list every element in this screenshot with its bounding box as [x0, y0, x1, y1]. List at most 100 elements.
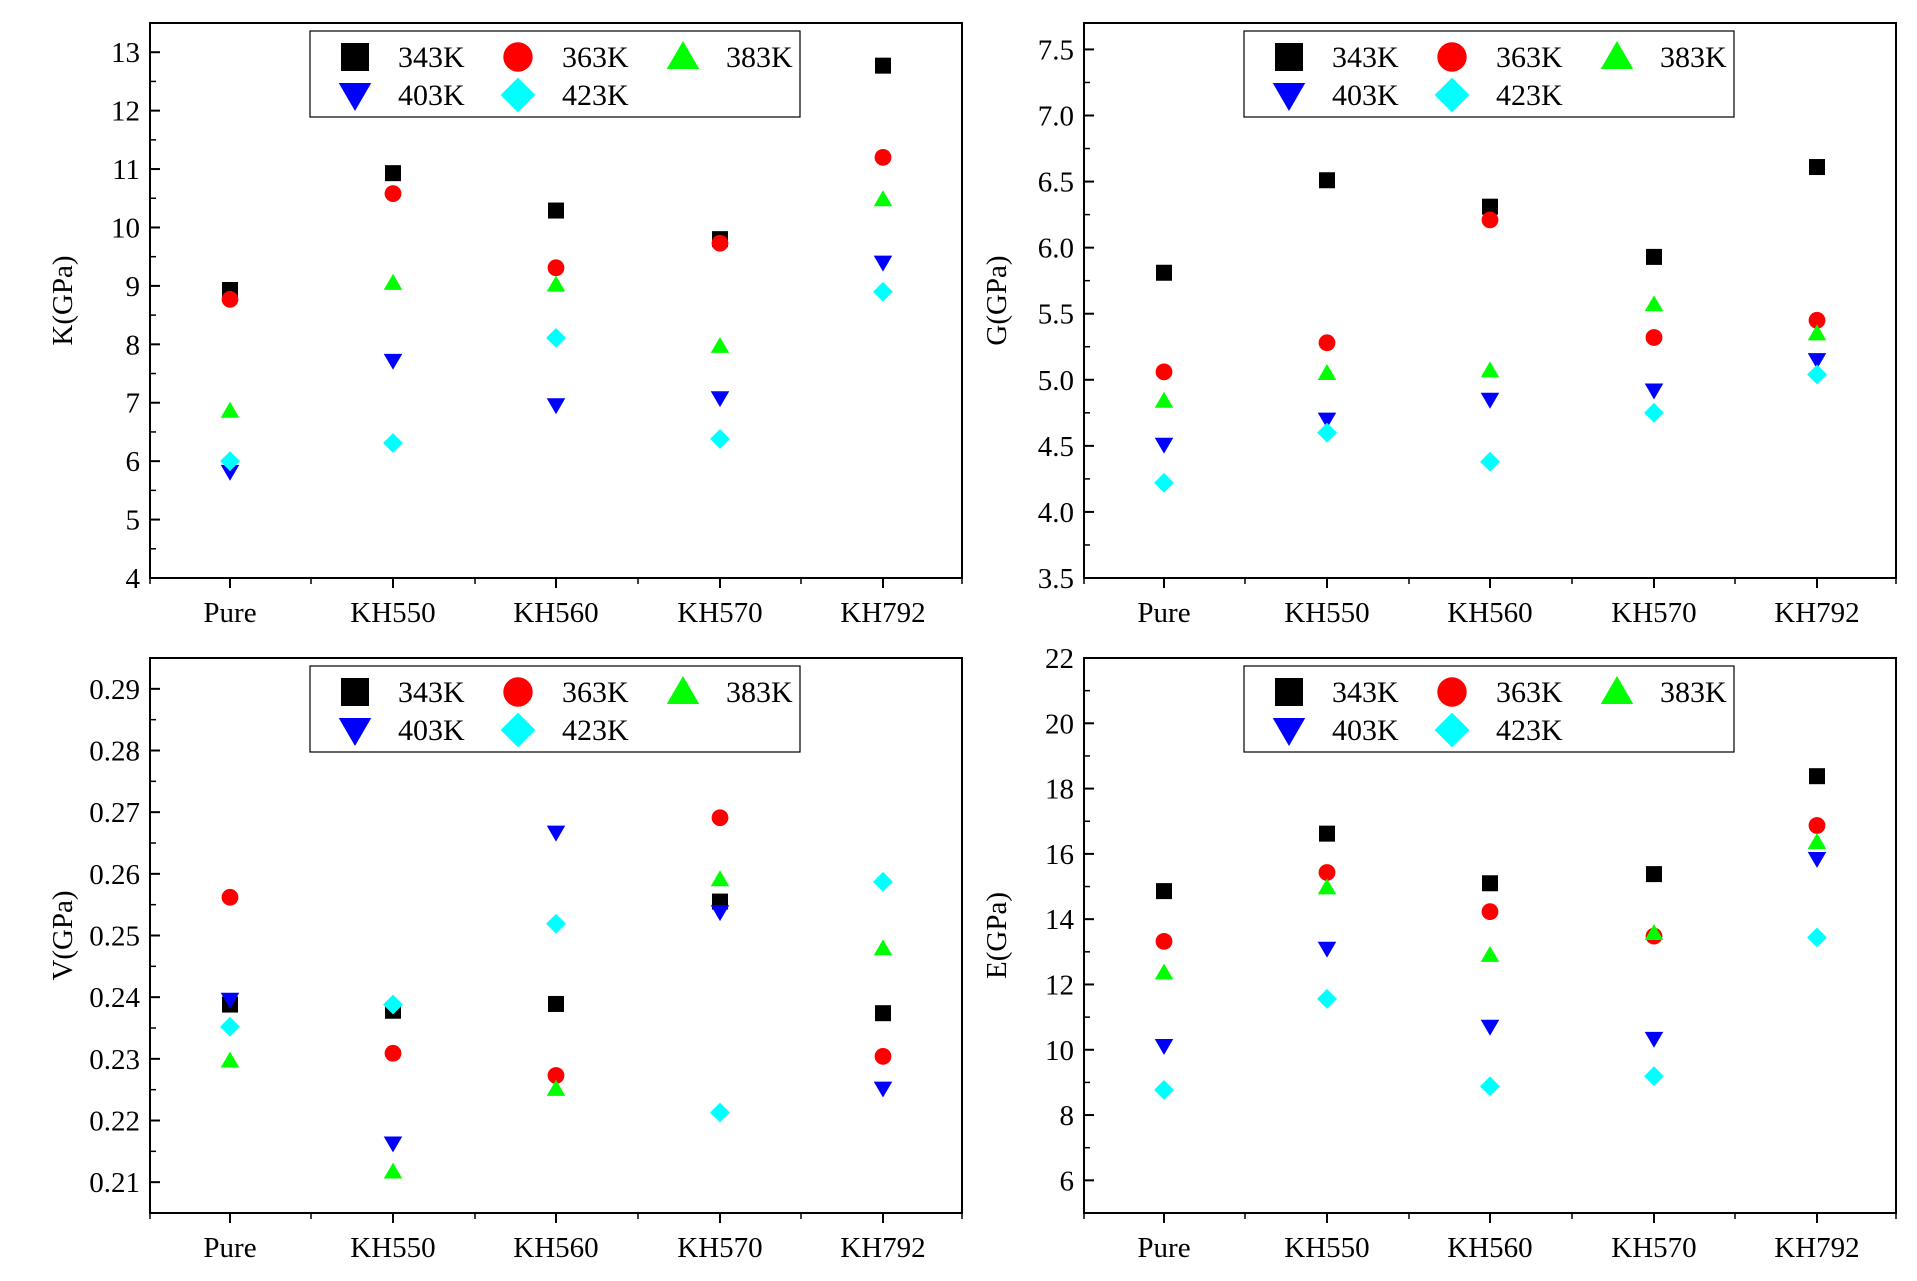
data-point-343K — [548, 202, 564, 219]
data-point-403K — [220, 992, 240, 1009]
data-point-383K — [383, 273, 403, 290]
y-tick-label: 13 — [111, 37, 140, 69]
y-tick-label: 0.26 — [89, 859, 140, 891]
data-point-363K — [1808, 311, 1826, 329]
legend-marker-383K — [1600, 41, 1634, 69]
data-point-363K — [1155, 363, 1173, 381]
data-point-363K — [711, 234, 729, 252]
legend-label: 363K — [562, 41, 629, 74]
y-tick-label: 7.0 — [1038, 101, 1074, 133]
legend-marker-423K — [500, 712, 536, 748]
data-point-363K — [547, 1067, 565, 1084]
data-point-423K — [1480, 1076, 1500, 1097]
y-tick-label: 12 — [111, 96, 140, 128]
y-tick-label: 9 — [126, 271, 141, 303]
legend-label: 403K — [398, 714, 465, 747]
y-tick-label: 6 — [126, 446, 141, 478]
chart-panel-1: 4 5 6 7 8 9 10 11 12 13 Pure KH550 KH560 KH570 KH792 K(… — [47, 22, 963, 629]
legend-box — [309, 665, 801, 753]
data-point-403K — [1154, 437, 1174, 454]
data-point-423K — [710, 429, 730, 449]
data-point-383K — [1480, 945, 1500, 962]
legend: 343K 363K 383K 403K 423K — [309, 30, 801, 118]
y-tick-label: 14 — [1045, 904, 1075, 936]
legend-box — [1243, 30, 1735, 118]
y-tick-label: 6 — [1060, 1165, 1075, 1197]
y-tick-label: 0.22 — [89, 1106, 140, 1138]
y-axis-title: V(GPa) — [47, 890, 79, 980]
y-tick-label: 0.21 — [89, 1167, 140, 1199]
y-tick-label: 7 — [126, 388, 141, 420]
y-tick-label: 0.24 — [89, 982, 140, 1014]
y-tick-label: 0.28 — [89, 736, 140, 768]
data-point-403K — [1480, 1019, 1500, 1036]
x-category-label: KH560 — [513, 597, 598, 629]
legend-marker-363K — [1437, 677, 1467, 707]
data-point-423K — [383, 994, 403, 1015]
data-point-403K — [383, 1136, 403, 1153]
legend-label: 423K — [1496, 714, 1563, 747]
data-point-423K — [1480, 451, 1500, 472]
x-category-label: KH792 — [840, 1232, 925, 1264]
y-tick-label: 0.27 — [89, 797, 140, 829]
data-point-343K — [1482, 198, 1498, 215]
data-point-383K — [1154, 391, 1174, 408]
x-category-label: Pure — [203, 1232, 256, 1264]
legend-marker-423K — [1434, 712, 1470, 748]
y-tick-label: 0.29 — [89, 674, 140, 706]
data-point-423K — [873, 871, 893, 892]
data-point-343K — [1482, 875, 1498, 892]
y-axis-title: K(GPa) — [47, 255, 79, 345]
y-tick-label: 10 — [1045, 1035, 1074, 1067]
data-point-343K — [875, 1005, 891, 1022]
data-point-403K — [1807, 851, 1827, 868]
legend-marker-403K — [338, 718, 372, 746]
data-point-403K — [1317, 941, 1337, 958]
legend-label: 343K — [1332, 41, 1399, 74]
y-axis-title: E(GPa) — [981, 892, 1013, 979]
legend-marker-363K — [1437, 42, 1467, 72]
x-category-label: KH550 — [350, 1232, 435, 1264]
legend-marker-363K — [503, 677, 533, 707]
data-point-403K — [1154, 1039, 1174, 1055]
y-tick-label: 22 — [1045, 643, 1074, 675]
y-tick-label: 0.23 — [89, 1044, 140, 1076]
data-point-383K — [546, 1079, 566, 1096]
legend-label: 403K — [398, 79, 465, 112]
data-point-343K — [1809, 159, 1825, 176]
legend: 343K 363K 383K 403K 423K — [1243, 30, 1735, 118]
data-point-403K — [1807, 353, 1827, 370]
data-point-343K — [1319, 172, 1335, 189]
x-category-label: KH570 — [677, 1232, 762, 1264]
y-tick-label: 5.0 — [1038, 365, 1074, 397]
y-tick-label: 11 — [112, 154, 140, 186]
data-point-383K — [220, 1051, 240, 1068]
data-point-403K — [873, 255, 893, 272]
x-category-label: KH560 — [1447, 597, 1532, 629]
data-point-403K — [546, 825, 566, 842]
data-point-343K — [385, 165, 401, 182]
data-point-343K — [1646, 866, 1662, 883]
legend: 343K 363K 383K 403K 423K — [1243, 665, 1735, 753]
data-point-363K — [1318, 334, 1336, 352]
y-tick-label: 5.5 — [1038, 299, 1074, 331]
data-point-383K — [1480, 361, 1500, 378]
data-point-343K — [1319, 825, 1335, 842]
legend-label: 363K — [562, 676, 629, 709]
x-category-label: KH792 — [1774, 597, 1859, 629]
chart-panel-3: 0.21 0.22 0.23 0.24 0.25 0.26 0.27 0.28 0.29 Pure… — [47, 657, 963, 1264]
data-point-403K — [710, 391, 730, 408]
y-tick-label: 3.5 — [1038, 563, 1074, 595]
legend-marker-383K — [1600, 676, 1634, 704]
y-tick-label: 0.25 — [89, 921, 140, 953]
y-tick-label: 8 — [126, 329, 141, 361]
legend-label: 383K — [1660, 676, 1727, 709]
legend-label: 383K — [726, 41, 793, 74]
data-point-363K — [874, 148, 892, 166]
data-point-423K — [710, 1102, 730, 1123]
data-point-403K — [546, 398, 566, 415]
data-point-363K — [384, 1044, 402, 1062]
y-tick-label: 12 — [1045, 969, 1074, 1001]
data-point-423K — [1154, 472, 1174, 493]
